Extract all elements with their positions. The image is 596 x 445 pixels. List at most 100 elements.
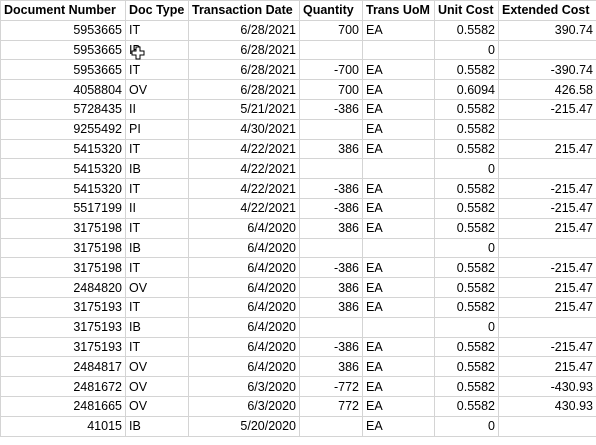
cell-quantity[interactable]: 386 bbox=[299, 277, 363, 298]
cell-trans-uom[interactable]: EA bbox=[362, 98, 435, 120]
cell-doc-type[interactable]: PI bbox=[125, 118, 189, 140]
cell-quantity[interactable]: 700 bbox=[299, 79, 363, 100]
cell-quantity[interactable] bbox=[299, 237, 363, 259]
cell-unit-cost[interactable]: 0.5582 bbox=[434, 257, 499, 279]
cell-extended-cost[interactable]: 215.47 bbox=[498, 138, 596, 160]
cell-transaction-date[interactable]: 6/4/2020 bbox=[188, 316, 300, 338]
cell-trans-uom[interactable]: EA bbox=[362, 178, 435, 199]
cell-document-number[interactable]: 41015 bbox=[0, 415, 126, 437]
cell-transaction-date[interactable]: 5/20/2020 bbox=[188, 415, 300, 437]
cell-unit-cost[interactable]: 0 bbox=[434, 415, 499, 437]
cell-transaction-date[interactable]: 6/4/2020 bbox=[188, 217, 300, 239]
cell-trans-uom[interactable]: EA bbox=[362, 356, 435, 378]
cell-transaction-date[interactable]: 6/4/2020 bbox=[188, 237, 300, 259]
cell-transaction-date[interactable]: 6/4/2020 bbox=[188, 356, 300, 378]
cell-quantity[interactable]: -386 bbox=[299, 178, 363, 199]
cell-transaction-date[interactable]: 6/28/2021 bbox=[188, 79, 300, 100]
cell-transaction-date[interactable]: 4/22/2021 bbox=[188, 197, 300, 219]
cell-quantity[interactable]: 386 bbox=[299, 356, 363, 378]
cell-extended-cost[interactable]: 215.47 bbox=[498, 277, 596, 298]
cell-quantity[interactable]: 772 bbox=[299, 395, 363, 417]
cell-unit-cost[interactable]: 0 bbox=[434, 158, 499, 180]
cell-quantity[interactable]: 386 bbox=[299, 217, 363, 239]
cell-document-number[interactable]: 2484820 bbox=[0, 277, 126, 298]
cell-quantity[interactable]: -386 bbox=[299, 257, 363, 279]
cell-extended-cost[interactable] bbox=[498, 118, 596, 140]
cell-document-number[interactable]: 5953665 bbox=[0, 59, 126, 81]
cell-quantity[interactable] bbox=[299, 158, 363, 180]
cell-doc-type[interactable]: IT bbox=[125, 19, 189, 41]
cell-doc-type[interactable]: IB bbox=[125, 39, 189, 61]
cell-document-number[interactable]: 2481672 bbox=[0, 376, 126, 397]
cell-quantity[interactable]: -772 bbox=[299, 376, 363, 397]
cell-extended-cost[interactable]: 215.47 bbox=[498, 296, 596, 318]
cell-quantity[interactable]: -386 bbox=[299, 336, 363, 358]
cell-extended-cost[interactable]: 215.47 bbox=[498, 217, 596, 239]
cell-transaction-date[interactable]: 5/21/2021 bbox=[188, 98, 300, 120]
cell-transaction-date[interactable]: 6/4/2020 bbox=[188, 277, 300, 298]
cell-unit-cost[interactable]: 0.5582 bbox=[434, 98, 499, 120]
cell-doc-type[interactable]: IT bbox=[125, 178, 189, 199]
cell-doc-type[interactable]: IT bbox=[125, 257, 189, 279]
cell-unit-cost[interactable]: 0.6094 bbox=[434, 79, 499, 100]
cell-transaction-date[interactable]: 6/4/2020 bbox=[188, 296, 300, 318]
cell-trans-uom[interactable]: EA bbox=[362, 376, 435, 397]
cell-extended-cost[interactable] bbox=[498, 158, 596, 180]
cell-trans-uom[interactable]: EA bbox=[362, 19, 435, 41]
cell-document-number[interactable]: 5415320 bbox=[0, 158, 126, 180]
cell-unit-cost[interactable]: 0 bbox=[434, 237, 499, 259]
cell-extended-cost[interactable]: -215.47 bbox=[498, 336, 596, 358]
header-quantity[interactable]: Quantity bbox=[299, 0, 363, 21]
cell-extended-cost[interactable]: 390.74 bbox=[498, 19, 596, 41]
cell-extended-cost[interactable] bbox=[498, 237, 596, 259]
header-extended-cost[interactable]: Extended Cost bbox=[498, 0, 596, 21]
cell-unit-cost[interactable]: 0.5582 bbox=[434, 59, 499, 81]
cell-unit-cost[interactable]: 0.5582 bbox=[434, 336, 499, 358]
cell-trans-uom[interactable]: EA bbox=[362, 395, 435, 417]
cell-doc-type[interactable]: OV bbox=[125, 395, 189, 417]
cell-trans-uom[interactable]: EA bbox=[362, 257, 435, 279]
cell-extended-cost[interactable]: 430.93 bbox=[498, 395, 596, 417]
cell-unit-cost[interactable]: 0.5582 bbox=[434, 395, 499, 417]
cell-document-number[interactable]: 3175193 bbox=[0, 296, 126, 318]
cell-quantity[interactable]: 700 bbox=[299, 19, 363, 41]
header-doc-type[interactable]: Doc Type bbox=[125, 0, 189, 21]
cell-document-number[interactable]: 5415320 bbox=[0, 178, 126, 199]
cell-document-number[interactable]: 5728435 bbox=[0, 98, 126, 120]
cell-extended-cost[interactable]: -430.93 bbox=[498, 376, 596, 397]
cell-document-number[interactable]: 2484817 bbox=[0, 356, 126, 378]
cell-extended-cost[interactable]: -215.47 bbox=[498, 197, 596, 219]
cell-unit-cost[interactable]: 0.5582 bbox=[434, 118, 499, 140]
cell-quantity[interactable] bbox=[299, 39, 363, 61]
cell-trans-uom[interactable] bbox=[362, 316, 435, 338]
cell-quantity[interactable] bbox=[299, 415, 363, 437]
cell-extended-cost[interactable]: -390.74 bbox=[498, 59, 596, 81]
cell-unit-cost[interactable]: 0.5582 bbox=[434, 217, 499, 239]
cell-trans-uom[interactable]: EA bbox=[362, 296, 435, 318]
cell-extended-cost[interactable]: 215.47 bbox=[498, 356, 596, 378]
cell-doc-type[interactable]: OV bbox=[125, 356, 189, 378]
cell-trans-uom[interactable] bbox=[362, 237, 435, 259]
cell-trans-uom[interactable]: EA bbox=[362, 217, 435, 239]
cell-transaction-date[interactable]: 4/30/2021 bbox=[188, 118, 300, 140]
header-unit-cost[interactable]: Unit Cost bbox=[434, 0, 499, 21]
cell-document-number[interactable]: 3175193 bbox=[0, 336, 126, 358]
cell-quantity[interactable] bbox=[299, 316, 363, 338]
cell-trans-uom[interactable] bbox=[362, 158, 435, 180]
cell-extended-cost[interactable] bbox=[498, 39, 596, 61]
cell-document-number[interactable]: 5517199 bbox=[0, 197, 126, 219]
cell-extended-cost[interactable] bbox=[498, 415, 596, 437]
header-document-number[interactable]: Document Number bbox=[0, 0, 126, 21]
cell-doc-type[interactable]: IT bbox=[125, 296, 189, 318]
cell-doc-type[interactable]: IT bbox=[125, 138, 189, 160]
cell-doc-type[interactable]: II bbox=[125, 197, 189, 219]
cell-doc-type[interactable]: IB bbox=[125, 158, 189, 180]
cell-unit-cost[interactable]: 0.5582 bbox=[434, 277, 499, 298]
cell-transaction-date[interactable]: 6/4/2020 bbox=[188, 257, 300, 279]
cell-unit-cost[interactable]: 0.5582 bbox=[434, 296, 499, 318]
cell-doc-type[interactable]: IT bbox=[125, 336, 189, 358]
cell-document-number[interactable]: 5953665 bbox=[0, 19, 126, 41]
cell-transaction-date[interactable]: 4/22/2021 bbox=[188, 138, 300, 160]
cell-unit-cost[interactable]: 0.5582 bbox=[434, 178, 499, 199]
cell-document-number[interactable]: 5953665 bbox=[0, 39, 126, 61]
